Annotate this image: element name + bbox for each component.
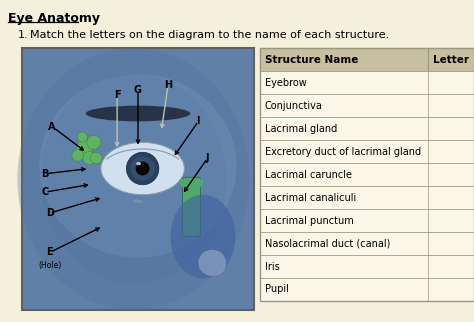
Bar: [260, 186, 474, 209]
Text: Match the letters on the diagram to the name of each structure.: Match the letters on the diagram to the …: [30, 30, 389, 40]
Bar: [260, 94, 474, 117]
Ellipse shape: [41, 74, 226, 284]
Ellipse shape: [86, 106, 190, 121]
Text: Lacrimal gland: Lacrimal gland: [265, 124, 337, 134]
Text: F: F: [114, 90, 120, 100]
Circle shape: [130, 156, 155, 181]
Bar: [260, 232, 474, 255]
Bar: [260, 209, 474, 232]
Text: Iris: Iris: [265, 261, 280, 271]
Bar: [22, 48, 254, 310]
Ellipse shape: [18, 48, 249, 310]
Ellipse shape: [39, 74, 237, 258]
Text: (Hole): (Hole): [38, 261, 62, 270]
Bar: [260, 48, 474, 71]
Ellipse shape: [136, 162, 141, 165]
Text: D: D: [46, 208, 54, 218]
Text: Nasolacrimal duct (canal): Nasolacrimal duct (canal): [265, 239, 391, 249]
Circle shape: [127, 152, 159, 185]
Text: Lacrimal caruncle: Lacrimal caruncle: [265, 169, 352, 179]
Circle shape: [72, 150, 83, 161]
Bar: [260, 48, 474, 301]
Bar: [260, 163, 474, 186]
Text: Lacrimal canaliculi: Lacrimal canaliculi: [265, 193, 356, 203]
Text: Structure Name: Structure Name: [265, 54, 358, 64]
Text: I: I: [197, 116, 200, 126]
Text: vito: vito: [133, 199, 143, 204]
Text: Eyebrow: Eyebrow: [265, 78, 307, 88]
Bar: [260, 278, 474, 301]
Text: E: E: [46, 247, 53, 257]
FancyBboxPatch shape: [182, 177, 201, 236]
Circle shape: [87, 135, 101, 149]
Text: Eye Anatomy: Eye Anatomy: [8, 12, 100, 25]
Circle shape: [136, 162, 150, 175]
Text: J: J: [206, 153, 210, 163]
Text: Excretory duct of lacrimal gland: Excretory duct of lacrimal gland: [265, 147, 421, 156]
Text: Lacrimal punctum: Lacrimal punctum: [265, 215, 354, 225]
Circle shape: [77, 132, 87, 142]
Bar: [260, 255, 474, 278]
Circle shape: [83, 152, 96, 165]
Bar: [260, 117, 474, 140]
Text: Pupil: Pupil: [265, 285, 289, 295]
Circle shape: [91, 152, 102, 164]
Text: C: C: [42, 187, 49, 197]
Bar: [260, 71, 474, 94]
Text: G: G: [134, 85, 142, 95]
Ellipse shape: [171, 195, 236, 279]
Ellipse shape: [101, 142, 184, 195]
Ellipse shape: [198, 250, 226, 276]
Bar: [260, 140, 474, 163]
Text: Letter: Letter: [433, 54, 469, 64]
Text: 1.: 1.: [18, 30, 28, 40]
Text: H: H: [164, 80, 172, 90]
Text: B: B: [42, 169, 49, 179]
Text: Conjunctiva: Conjunctiva: [265, 100, 323, 110]
Circle shape: [76, 139, 93, 156]
Text: A: A: [48, 122, 56, 132]
